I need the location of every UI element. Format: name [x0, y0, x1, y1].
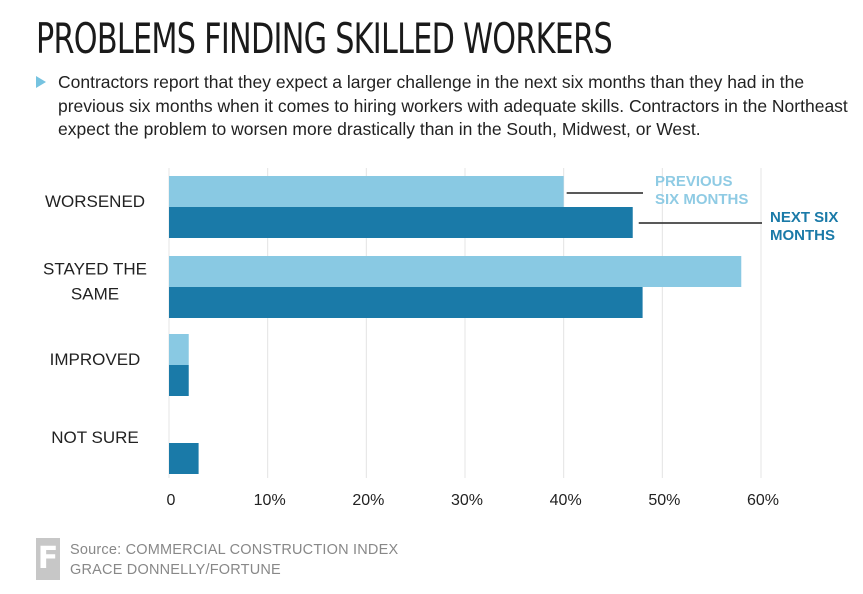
category-label: IMPROVED: [50, 350, 141, 369]
bullet-triangle-icon: [36, 76, 46, 88]
x-tick-label: 50%: [648, 492, 680, 509]
source-credit: Source: COMMERCIAL CONSTRUCTION INDEX GR…: [70, 540, 398, 580]
bar-next-2: [169, 365, 189, 396]
bar-next-0: [169, 207, 633, 238]
chart-title: PROBLEMS FINDING SKILLED WORKERS: [36, 14, 613, 63]
category-label: NOT SURE: [51, 428, 139, 447]
category-label: WORSENED: [45, 192, 145, 211]
bar-next-1: [169, 287, 643, 318]
x-tick-label: 20%: [352, 492, 384, 509]
bar-previous-1: [169, 256, 742, 287]
category-label: SAME: [71, 285, 119, 304]
fortune-logo-icon: F: [36, 538, 60, 580]
category-label: STAYED THE: [43, 260, 147, 279]
bar-previous-2: [169, 334, 189, 365]
x-tick-label: 30%: [451, 492, 483, 509]
x-tick-label: 60%: [747, 492, 779, 509]
x-tick-label: 40%: [550, 492, 582, 509]
legend-label-next: MONTHS: [770, 227, 835, 244]
x-tick-label: 0: [167, 492, 176, 509]
credit-line: GRACE DONNELLY/FORTUNE: [70, 562, 281, 578]
legend-label-previous: SIX MONTHS: [655, 191, 748, 208]
bar-next-3: [169, 443, 199, 474]
x-tick-label: 10%: [254, 492, 286, 509]
source-line: Source: COMMERCIAL CONSTRUCTION INDEX: [70, 542, 399, 558]
legend-label-next: NEXT SIX: [770, 209, 838, 226]
legend-label-previous: PREVIOUS: [655, 173, 733, 190]
bar-previous-0: [169, 176, 564, 207]
chart-subtitle: Contractors report that they expect a la…: [58, 72, 848, 139]
